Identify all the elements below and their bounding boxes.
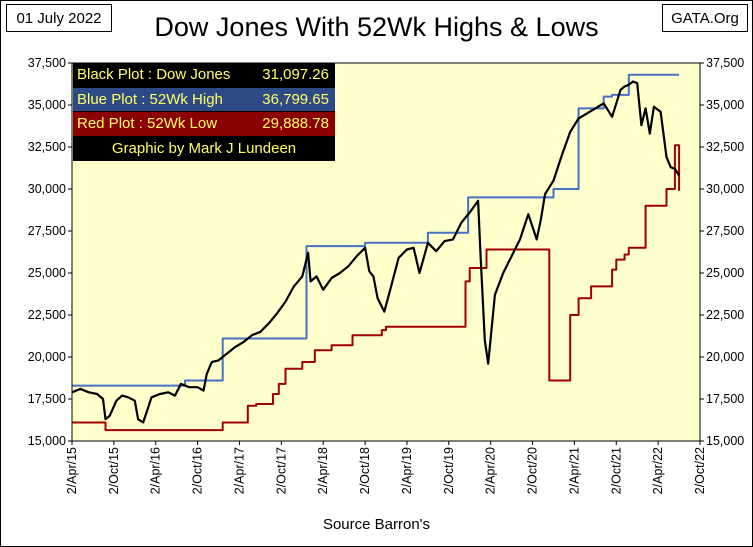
x-tick-label: 2/Oct/17: [274, 447, 288, 494]
legend-high-label: Blue Plot : 52Wk High: [77, 90, 223, 108]
y-tick-label-right: 17,500: [706, 392, 744, 406]
legend-dow-value: 31,097.26: [262, 66, 329, 83]
x-tick-label: 2/Apr/20: [484, 447, 498, 494]
x-tick-label: 2/Oct/18: [358, 447, 372, 494]
legend-low-label: Red Plot : 52Wk Low: [77, 115, 218, 132]
x-tick-label: 2/Oct/16: [191, 447, 205, 494]
y-tick-label-left: 25,000: [28, 266, 66, 280]
source-box: GATA.Org: [662, 4, 748, 32]
plot-border: [71, 62, 701, 442]
y-tick-label-right: 22,500: [706, 308, 744, 322]
y-tick-label-left: 20,000: [28, 350, 66, 364]
x-tick-label: 2/Apr/15: [65, 447, 79, 494]
x-axis-label: Source Barron's: [322, 516, 431, 533]
x-tick-label: 2/Oct/15: [107, 447, 121, 494]
series-group: [71, 73, 681, 432]
legend-high-value: 36,799.65: [262, 90, 329, 108]
legend: Black Plot : Dow Jones 31,097.26 Blue Pl…: [73, 63, 335, 161]
series-line-52wk-high: [72, 73, 680, 387]
y-tick-label-left: 35,000: [28, 98, 66, 112]
x-tick-label: 2/Apr/21: [567, 447, 581, 494]
y-tick-label-right: 35,000: [706, 98, 744, 112]
y-tick-label-left: 17,500: [28, 392, 66, 406]
y-tick-label-right: 27,500: [706, 224, 744, 238]
x-tick-label: 2/Oct/21: [609, 447, 623, 494]
y-tick-label-right: 20,000: [706, 350, 744, 364]
x-tick-label: 2/Oct/22: [693, 447, 707, 494]
date-box: 01 July 2022: [6, 4, 112, 32]
legend-dow-label: Black Plot : Dow Jones: [77, 66, 231, 83]
y-tick-label-left: 22,500: [28, 308, 66, 322]
legend-low: Red Plot : 52Wk Low 29,888.78: [73, 112, 335, 137]
y-tick-label-right: 32,500: [706, 140, 744, 154]
x-tick-label: 2/Apr/19: [400, 447, 414, 494]
x-tick-label: 2/Apr/17: [232, 447, 246, 494]
y-tick-label-right: 25,000: [706, 266, 744, 280]
y-axis-right: 15,000 17,500 20,000 22,500 25,000 27,500 30,0…: [700, 56, 744, 448]
y-tick-label-right: 30,000: [706, 182, 744, 196]
series-line-dow-jones: [71, 80, 681, 424]
x-tick-label: 2/Oct/20: [526, 447, 540, 494]
x-tick-label: 2/Oct/19: [442, 447, 456, 494]
y-tick-label-left: 37,500: [28, 56, 66, 70]
x-axis: 2/Apr/15 2/Oct/15 2/Apr/16 2/Oct/16 2/Apr/17…: [65, 441, 707, 494]
series-line-52wk-low: [72, 144, 681, 432]
legend-low-value: 29,888.78: [262, 115, 329, 132]
legend-dow: Black Plot : Dow Jones 31,097.26: [73, 63, 335, 88]
y-tick-label-right: 15,000: [706, 434, 744, 448]
legend-high: Blue Plot : 52Wk High 36,799.65: [73, 87, 335, 112]
y-tick-label-right: 37,500: [706, 56, 744, 70]
x-tick-label: 2/Apr/16: [149, 447, 163, 494]
y-tick-label-left: 15,000: [28, 434, 66, 448]
chart-title: Dow Jones With 52Wk Highs & Lows: [154, 12, 599, 42]
x-tick-label: 2/Apr/18: [316, 447, 330, 494]
y-axis-left: 15,000 17,500 20,000 22,500 25,000 27,500 30,0…: [28, 56, 72, 448]
legend-credit: Graphic by Mark J Lundeen: [73, 136, 335, 161]
y-tick-label-left: 27,500: [28, 224, 66, 238]
y-tick-label-left: 30,000: [28, 182, 66, 196]
x-tick-label: 2/Apr/22: [651, 447, 665, 494]
y-tick-label-left: 32,500: [28, 140, 66, 154]
